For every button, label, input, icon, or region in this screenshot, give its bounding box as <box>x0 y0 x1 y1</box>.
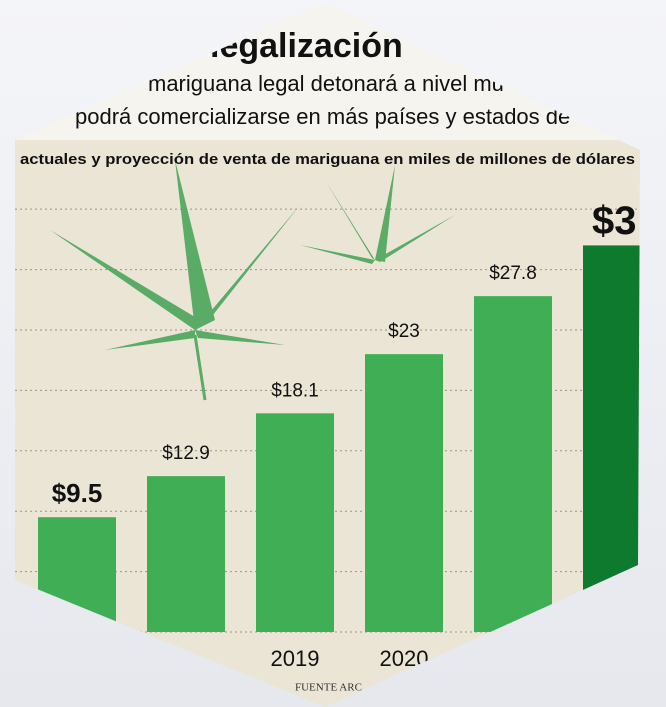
value-label: $23 <box>388 321 420 342</box>
bar <box>474 296 552 632</box>
x-tick-label: 2019 <box>271 646 320 671</box>
value-label: $12.9 <box>162 443 210 464</box>
bar <box>365 354 443 632</box>
subtitle: podrá comercializarse en más países y es… <box>75 104 570 129</box>
bar <box>256 413 334 632</box>
value-label: $9.5 <box>52 478 103 508</box>
bar <box>583 245 640 633</box>
leaf-decoration <box>50 160 455 401</box>
subtitle: mariguana legal detonará a nivel mu <box>148 71 504 96</box>
bar <box>147 476 225 632</box>
description: actuales y proyección de venta de marigu… <box>20 151 635 168</box>
value-label: $27.8 <box>489 263 537 284</box>
source: FUENTE ARC <box>295 682 362 694</box>
value-label: $18.1 <box>271 380 319 401</box>
value-label: $3 <box>592 199 637 243</box>
